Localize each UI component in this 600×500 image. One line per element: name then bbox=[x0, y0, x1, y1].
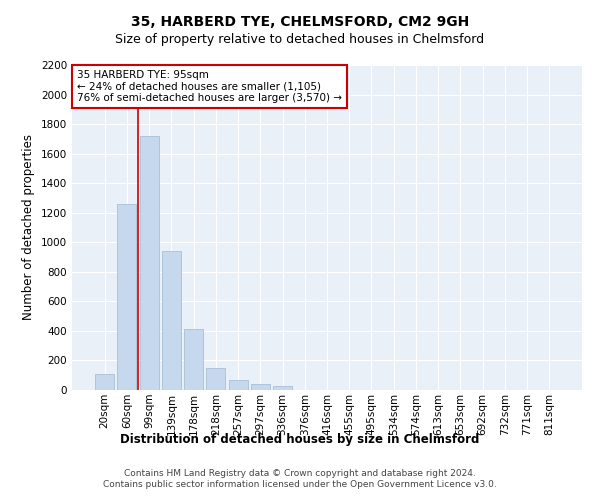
Y-axis label: Number of detached properties: Number of detached properties bbox=[22, 134, 35, 320]
Bar bbox=[118, 204, 136, 390]
Bar bbox=[95, 374, 114, 390]
Text: Size of property relative to detached houses in Chelmsford: Size of property relative to detached ho… bbox=[115, 32, 485, 46]
Bar bbox=[273, 386, 292, 390]
Text: Distribution of detached houses by size in Chelmsford: Distribution of detached houses by size … bbox=[121, 432, 479, 446]
Text: Contains public sector information licensed under the Open Government Licence v3: Contains public sector information licen… bbox=[103, 480, 497, 489]
Text: 35 HARBERD TYE: 95sqm
← 24% of detached houses are smaller (1,105)
76% of semi-d: 35 HARBERD TYE: 95sqm ← 24% of detached … bbox=[77, 70, 342, 103]
Bar bbox=[162, 251, 181, 390]
Bar bbox=[140, 136, 158, 390]
Bar bbox=[229, 380, 248, 390]
Bar bbox=[251, 384, 270, 390]
Bar bbox=[184, 330, 203, 390]
Bar bbox=[206, 368, 225, 390]
Text: 35, HARBERD TYE, CHELMSFORD, CM2 9GH: 35, HARBERD TYE, CHELMSFORD, CM2 9GH bbox=[131, 15, 469, 29]
Text: Contains HM Land Registry data © Crown copyright and database right 2024.: Contains HM Land Registry data © Crown c… bbox=[124, 469, 476, 478]
